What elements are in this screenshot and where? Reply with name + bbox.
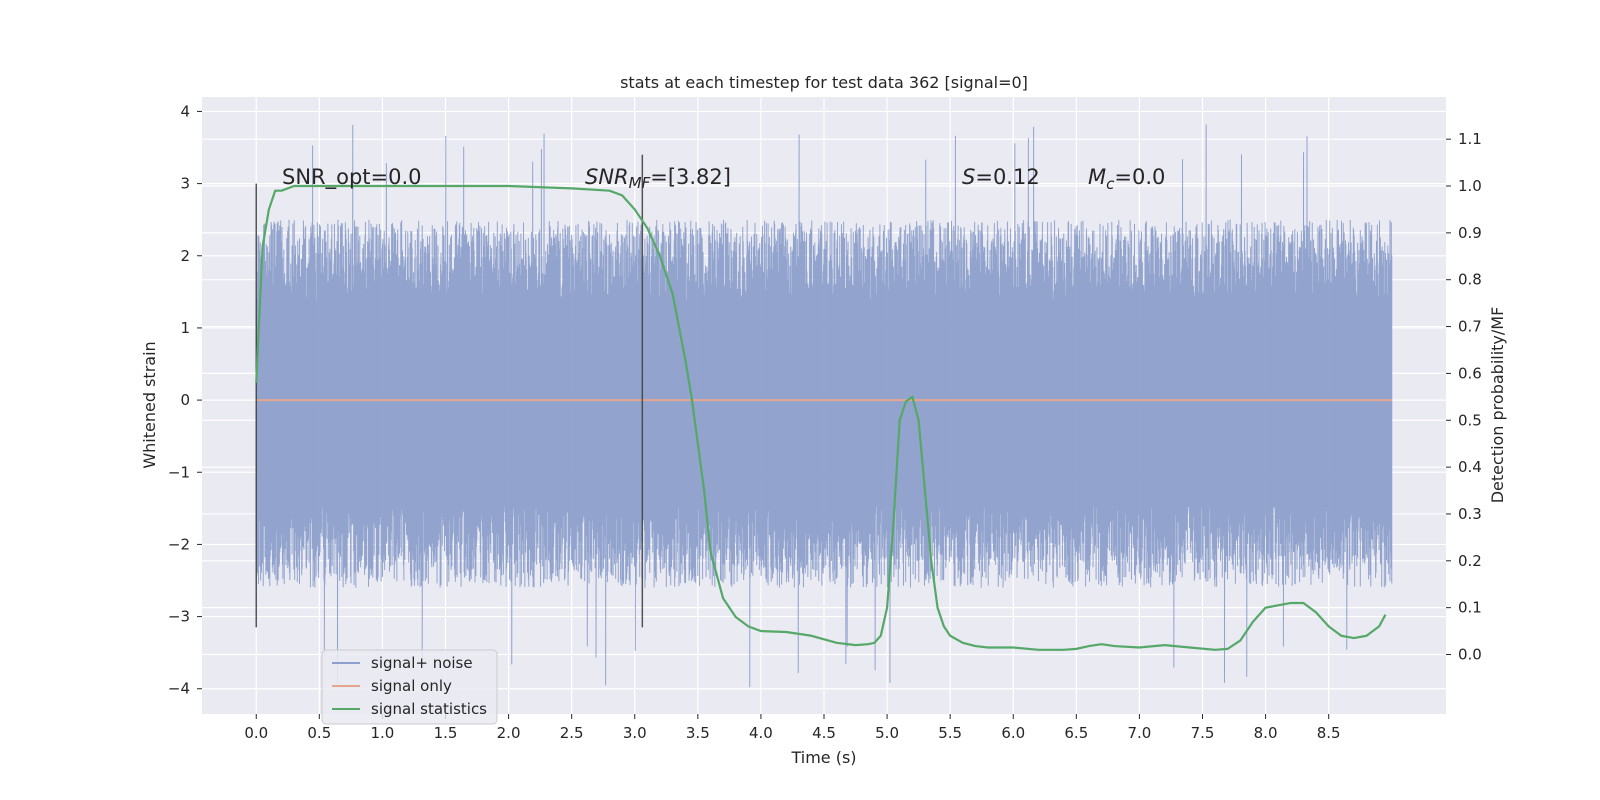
y-tick-label: 3	[180, 175, 190, 193]
y-tick-label: −4	[168, 680, 190, 698]
x-tick-label: 2.5	[560, 724, 584, 742]
x-tick-label: 8.0	[1254, 724, 1278, 742]
legend-label-signal-only: signal only	[371, 677, 452, 695]
legend-box	[321, 649, 498, 725]
annotation-mc: Mc=0.0	[1088, 165, 1165, 193]
annotation-mc-main: M	[1088, 165, 1106, 189]
series-signal-statistics-line	[255, 184, 1387, 651]
y-tick-label: 4	[180, 102, 190, 120]
y-tick-label: 0	[180, 391, 190, 409]
x-tick-label: 4.0	[749, 724, 773, 742]
annotation-snr-mf: SNRMF=[3.82]	[585, 165, 731, 192]
annotation-s-value: =0.12	[975, 165, 1039, 189]
x-tick-label: 4.5	[812, 724, 836, 742]
y-tick-label: −1	[168, 463, 190, 481]
x-tick-label: 0.0	[244, 724, 268, 742]
x-tick-label: 7.0	[1127, 724, 1151, 742]
x-tick-label: 3.0	[623, 724, 647, 742]
x-axis-label: Time (s)	[790, 748, 856, 767]
x-tick-label: 6.0	[1001, 724, 1025, 742]
legend: signal+ noise signal only signal statist…	[321, 649, 498, 725]
y-axis-label: Whitened strain	[140, 341, 159, 468]
y-tick-label: 1	[180, 319, 190, 337]
y-tick-label: −2	[168, 535, 190, 553]
x-tick-label: 0.5	[307, 724, 331, 742]
annotation-snr-mf-sub: MF	[629, 174, 651, 192]
x-tick-label: 5.0	[875, 724, 899, 742]
y2-tick-label: 1.1	[1458, 130, 1482, 148]
y2-tick-label: 0.0	[1458, 646, 1482, 664]
annotation-s: S=0.12	[962, 165, 1040, 189]
y2-axis-label: Detection probability/MF	[1488, 307, 1507, 504]
annotation-mc-sub: c	[1106, 175, 1115, 193]
annotation-mc-value: =0.0	[1114, 165, 1165, 189]
annotation-s-main: S	[962, 165, 975, 189]
y2-tick-label: 0.2	[1458, 552, 1482, 570]
y-tick-label: −3	[168, 608, 190, 626]
signal-noise-series	[255, 124, 1393, 688]
y2-tick-label: 1.0	[1458, 177, 1482, 195]
y2-tick-label: 0.8	[1458, 271, 1482, 289]
y2-tick-label: 0.7	[1458, 318, 1482, 336]
x-tick-label: 7.5	[1191, 724, 1215, 742]
overlay-lines	[255, 154, 1392, 651]
x-tick-label: 6.5	[1064, 724, 1088, 742]
annotation-snr-mf-main: SNR	[585, 165, 629, 189]
axis-ticks: 0.0 0.5 1.0 1.5 2.0 2.5 3.0 3.5 4.0 4.5 5.0 5.5 6.0 6…	[168, 102, 1482, 742]
y-tick-label: 2	[180, 247, 190, 265]
x-tick-label: 5.5	[938, 724, 962, 742]
legend-label-signal-statistics: signal statistics	[371, 700, 487, 718]
y2-tick-label: 0.5	[1458, 411, 1482, 429]
y2-tick-label: 0.6	[1458, 364, 1482, 382]
x-tick-label: 8.5	[1317, 724, 1341, 742]
legend-label-signal-noise: signal+ noise	[371, 654, 473, 672]
y2-tick-label: 0.4	[1458, 458, 1482, 476]
x-tick-label: 1.0	[370, 724, 394, 742]
series-signal-noise-line	[255, 124, 1393, 688]
y2-tick-label: 0.1	[1458, 599, 1482, 617]
annotation-snr-mf-value: =[3.82]	[650, 165, 731, 189]
x-tick-label: 3.5	[686, 724, 710, 742]
annotation-snr-opt: SNR_opt=0.0	[282, 165, 422, 190]
x-tick-label: 2.0	[497, 724, 521, 742]
x-tick-label: 1.5	[434, 724, 458, 742]
y2-tick-label: 0.3	[1458, 505, 1482, 523]
y2-tick-label: 0.9	[1458, 224, 1482, 242]
chart-title: stats at each timestep for test data 362…	[620, 73, 1028, 92]
